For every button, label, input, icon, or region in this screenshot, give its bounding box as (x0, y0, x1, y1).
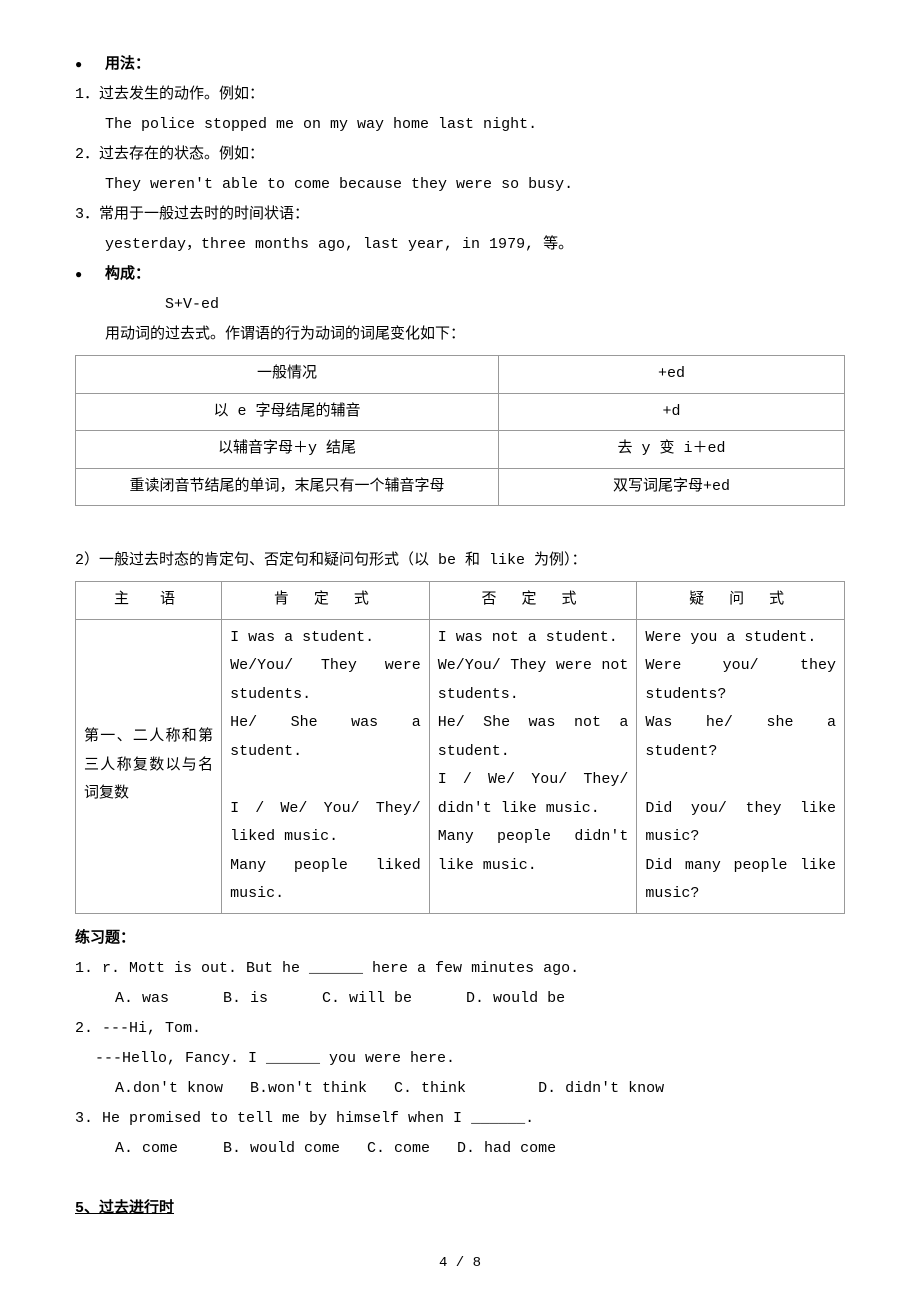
subject-cell: 第一、二人称和第三人称复数以与名词复数 (76, 619, 222, 913)
usage-item-3: 3．常用于一般过去时的时间状语： (75, 200, 845, 230)
verb-ending-table: 一般情况 +ed 以 e 字母结尾的辅音 +d 以辅音字母＋y 结尾 去 y 变… (75, 355, 845, 506)
col-negative: 否 定 式 (429, 582, 637, 620)
exercise-2-opts: A.don't know B.won't think C. think D. d… (75, 1074, 845, 1104)
rule-cell: 重读闭音节结尾的单词，末尾只有一个辅音字母 (76, 468, 499, 506)
table-row: 重读闭音节结尾的单词，末尾只有一个辅音字母 双写词尾字母+ed (76, 468, 845, 506)
page-number: 4 / 8 (0, 1249, 920, 1277)
item-num: 2． (75, 146, 99, 163)
exercise-1-opts: A. was B. is C. will be D. would be (75, 984, 845, 1014)
example-3: yesterday，three months ago, last year, i… (75, 230, 845, 260)
item-num: 1． (75, 86, 99, 103)
table-row: 第一、二人称和第三人称复数以与名词复数 I was a student. We/… (76, 619, 845, 913)
sentence-forms-table: 主 语 肯 定 式 否 定 式 疑 问 式 第一、二人称和第三人称复数以与名词复… (75, 581, 845, 914)
usage-heading-text: 用法： (105, 56, 150, 73)
col-affirmative: 肯 定 式 (222, 582, 430, 620)
item-text: 过去发生的动作。例如： (99, 86, 264, 103)
table-head-row: 主 语 肯 定 式 否 定 式 疑 问 式 (76, 582, 845, 620)
usage-item-2: 2．过去存在的状态。例如： (75, 140, 845, 170)
affirmative-cell: I was a student. We/You/ They were stude… (222, 619, 430, 913)
item-text: 常用于一般过去时的时间状语： (99, 206, 309, 223)
col-subject: 主 语 (76, 582, 222, 620)
table-row: 以辅音字母＋y 结尾 去 y 变 i＋ed (76, 431, 845, 469)
table-row: 以 e 字母结尾的辅音 +d (76, 393, 845, 431)
exercises-heading: 练习题： (75, 924, 845, 954)
exercise-3-q: 3. He promised to tell me by himself whe… (75, 1104, 845, 1134)
suffix-cell: 去 y 变 i＋ed (498, 431, 844, 469)
bullet-icon: ● (75, 52, 105, 76)
example-1: The police stopped me on my way home las… (75, 110, 845, 140)
exercise-3-opts: A. come B. would come C. come D. had com… (75, 1134, 845, 1164)
question-cell: Were you a student. Were you/ they stude… (637, 619, 845, 913)
bullet-icon: ● (75, 262, 105, 286)
rule-cell: 一般情况 (76, 356, 499, 394)
table-row: 一般情况 +ed (76, 356, 845, 394)
negative-cell: I was not a student. We/You/ They were n… (429, 619, 637, 913)
exercise-1-q: 1. r. Mott is out. But he ______ here a … (75, 954, 845, 984)
structure-heading: ●构成： (75, 260, 845, 290)
formula-text: S+V-ed (75, 290, 845, 320)
suffix-cell: +ed (498, 356, 844, 394)
usage-heading: ●用法： (75, 50, 845, 80)
rule-cell: 以 e 字母结尾的辅音 (76, 393, 499, 431)
example-2: They weren't able to come because they w… (75, 170, 845, 200)
section-5-heading: 5、过去进行时 (75, 1194, 845, 1224)
col-question: 疑 问 式 (637, 582, 845, 620)
usage-item-1: 1．过去发生的动作。例如： (75, 80, 845, 110)
rule-cell: 以辅音字母＋y 结尾 (76, 431, 499, 469)
suffix-cell: 双写词尾字母+ed (498, 468, 844, 506)
structure-intro: 用动词的过去式。作谓语的行为动词的词尾变化如下： (75, 320, 845, 350)
exercise-2-q1: 2. ---Hi, Tom. (75, 1014, 845, 1044)
document-page: ●用法： 1．过去发生的动作。例如： The police stopped me… (0, 0, 920, 1302)
exercise-2-q2: ---Hello, Fancy. I ______ you were here. (75, 1044, 845, 1074)
item-text: 过去存在的状态。例如： (99, 146, 264, 163)
structure-heading-text: 构成： (105, 266, 150, 283)
sentence-forms-intro: 2）一般过去时态的肯定句、否定句和疑问句形式（以 be 和 like 为例）： (75, 546, 845, 576)
suffix-cell: +d (498, 393, 844, 431)
item-num: 3． (75, 206, 99, 223)
